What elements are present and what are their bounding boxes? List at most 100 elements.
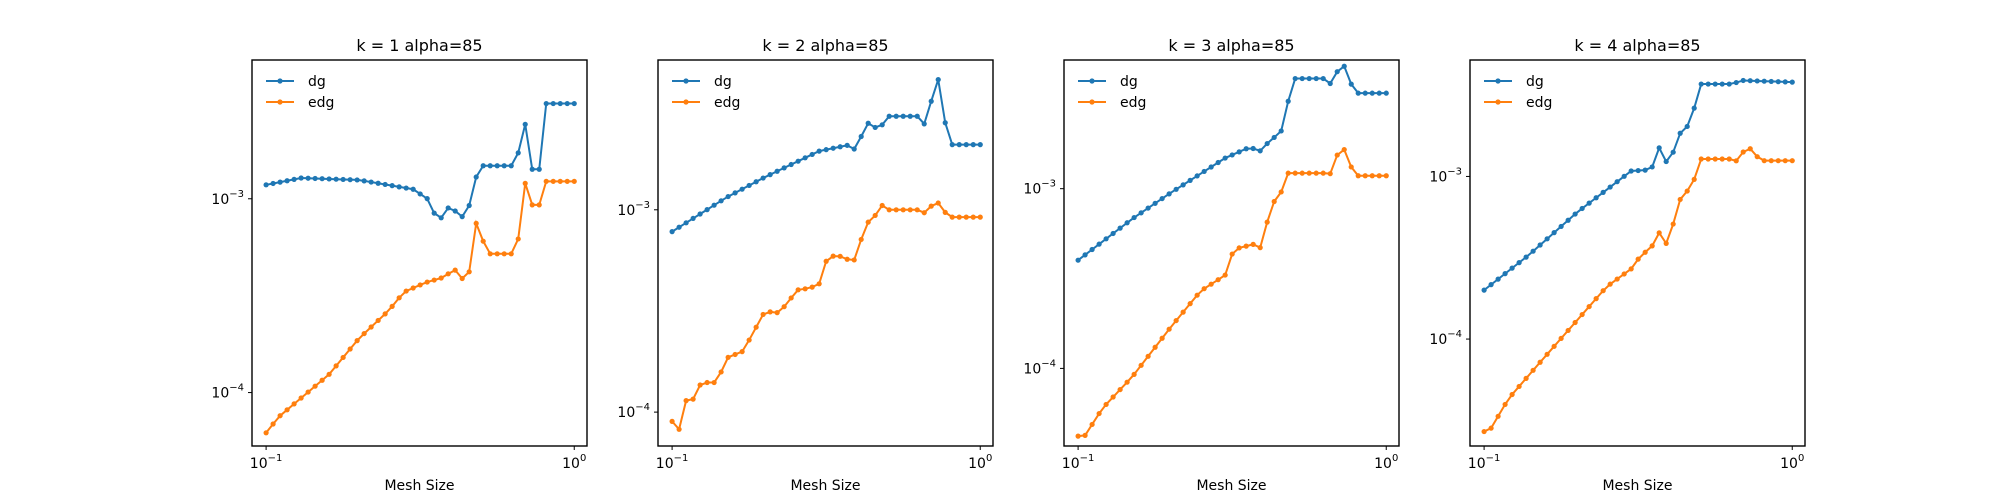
data-point-edg	[375, 317, 381, 324]
data-point-edg	[1768, 158, 1774, 164]
data-point-dg	[1544, 236, 1550, 242]
data-point-dg	[1362, 90, 1368, 96]
data-point-dg	[1754, 78, 1760, 84]
data-point-dg	[935, 77, 941, 83]
data-point-dg	[1145, 205, 1151, 211]
x-tick-label: 10−1	[1062, 453, 1095, 472]
data-point-edg	[1208, 281, 1214, 287]
x-tick-exponent: 0	[1392, 453, 1398, 464]
data-point-dg	[956, 142, 962, 148]
data-point-edg	[319, 377, 325, 383]
data-point-dg	[704, 207, 710, 213]
data-point-dg	[1103, 236, 1109, 242]
data-point-dg	[1488, 282, 1494, 288]
data-point-edg	[1145, 353, 1151, 359]
data-point-edg	[788, 295, 794, 301]
data-point-edg	[914, 207, 920, 213]
data-point-dg	[340, 176, 346, 183]
data-point-edg	[1481, 428, 1487, 435]
data-point-edg	[473, 220, 479, 226]
data-point-dg	[1222, 155, 1228, 161]
x-tick-base: 10	[656, 456, 674, 472]
data-point-edg	[907, 207, 913, 213]
data-point-edg	[1355, 173, 1361, 179]
data-point-edg	[550, 178, 556, 184]
data-point-dg	[1502, 271, 1508, 277]
x-axis-label: Mesh Size	[790, 478, 860, 494]
data-point-dg	[844, 142, 850, 148]
legend: dg edg	[1484, 74, 1552, 111]
data-point-dg	[550, 100, 556, 107]
data-point-edg	[312, 383, 318, 389]
data-point-dg	[382, 181, 388, 188]
data-point-edg	[1362, 173, 1368, 179]
data-point-dg	[1285, 98, 1291, 104]
data-point-edg	[830, 253, 836, 259]
data-point-edg	[291, 401, 297, 407]
data-point-dg	[1131, 214, 1137, 221]
data-point-dg	[683, 220, 689, 226]
data-point-dg	[298, 175, 304, 181]
data-point-edg	[1124, 379, 1130, 385]
data-point-edg	[1516, 383, 1522, 390]
data-point-dg	[319, 176, 325, 182]
data-point-dg	[557, 100, 563, 107]
data-point-edg	[858, 236, 864, 243]
data-point-edg	[935, 200, 941, 206]
data-point-dg	[1600, 189, 1606, 195]
data-point-dg	[1236, 149, 1242, 155]
legend-marker-dg	[683, 78, 689, 84]
data-point-edg	[1600, 288, 1606, 294]
data-point-edg	[1173, 317, 1179, 324]
data-point-dg	[480, 163, 486, 169]
y-tick-base: 10	[1429, 169, 1447, 185]
data-point-dg	[515, 150, 521, 156]
x-tick-label: 10−1	[250, 453, 283, 472]
data-point-edg	[1789, 158, 1795, 164]
data-point-edg	[480, 238, 486, 244]
x-tick-label: 100	[1780, 453, 1804, 472]
series-edg	[669, 200, 983, 432]
y-tick-base: 10	[1023, 182, 1041, 198]
data-point-dg	[837, 144, 843, 150]
data-point-dg	[1341, 63, 1347, 69]
data-point-dg	[697, 211, 703, 217]
data-point-edg	[753, 324, 759, 330]
data-point-edg	[564, 178, 570, 184]
data-point-edg	[1117, 386, 1123, 393]
legend-label-edg: edg	[1526, 95, 1552, 111]
data-point-edg	[1229, 251, 1235, 257]
data-point-edg	[389, 303, 395, 309]
data-point-dg	[1313, 75, 1319, 82]
data-point-dg	[718, 198, 724, 204]
legend-marker-edg	[1089, 99, 1095, 105]
legend-marker-edg	[1495, 99, 1501, 105]
data-point-edg	[1271, 198, 1277, 205]
data-point-edg	[1257, 245, 1263, 251]
data-point-edg	[487, 251, 493, 257]
data-point-dg	[403, 185, 409, 191]
data-point-edg	[1096, 410, 1102, 417]
x-tick-label: 10−1	[1468, 453, 1501, 472]
data-point-dg	[291, 176, 297, 182]
data-point-edg	[1313, 170, 1319, 176]
data-point-edg	[1236, 245, 1242, 251]
data-point-edg	[1131, 371, 1137, 377]
series-line-edg	[1077, 147, 1387, 438]
data-point-dg	[746, 182, 752, 189]
legend-label-dg: dg	[1526, 74, 1544, 90]
data-point-dg	[1348, 81, 1354, 87]
data-point-dg	[1572, 211, 1578, 217]
data-point-dg	[333, 176, 339, 182]
data-point-edg	[732, 351, 738, 358]
data-point-dg	[1558, 223, 1564, 230]
data-point-dg	[1376, 90, 1382, 96]
data-point-dg	[1138, 210, 1144, 216]
data-point-edg	[1495, 413, 1501, 419]
data-point-dg	[1481, 287, 1487, 293]
data-point-dg	[389, 183, 395, 189]
data-point-dg	[858, 133, 864, 140]
data-point-dg	[690, 215, 696, 222]
data-point-edg	[361, 330, 367, 337]
data-point-dg	[977, 142, 983, 148]
